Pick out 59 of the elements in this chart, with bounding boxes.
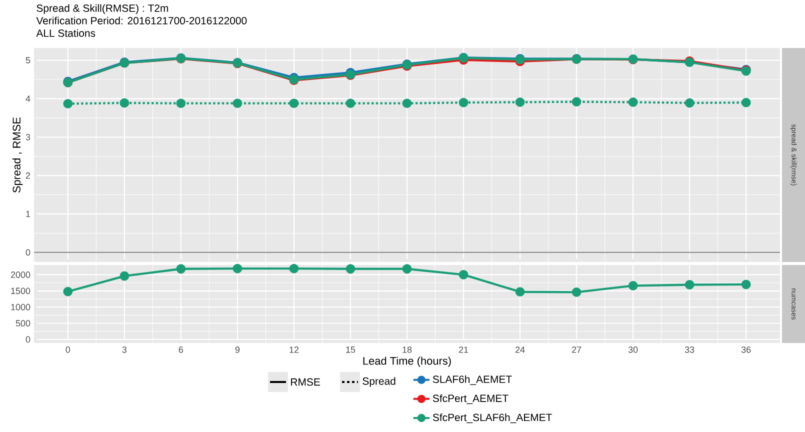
point <box>515 97 525 107</box>
point <box>346 264 356 274</box>
x-tick-label: 33 <box>684 346 694 353</box>
point <box>346 98 356 108</box>
point <box>176 98 186 108</box>
y-tick-label: 5 <box>26 57 30 64</box>
point <box>628 281 638 290</box>
y-tick-label: 2 <box>26 172 30 179</box>
point <box>628 97 638 107</box>
point <box>572 97 582 106</box>
point <box>402 264 412 274</box>
y-tick-label: 3 <box>26 134 30 140</box>
point <box>176 264 186 274</box>
x-tick-label: 30 <box>628 346 638 353</box>
y-tick-label: 0 <box>26 336 30 343</box>
chart-title: Spread & Skill(RMSE) : T2m <box>36 4 168 14</box>
x-tick-label: 6 <box>178 346 184 353</box>
point <box>63 99 73 108</box>
x-tick-label: 36 <box>741 346 751 353</box>
point <box>232 264 242 274</box>
x-tick-label: 12 <box>290 346 299 353</box>
legend-label: SLAF6h_AEMET <box>432 375 512 385</box>
y-axis-title: Spread , RMSE <box>12 117 23 193</box>
y-tick-label: 1 <box>26 210 30 218</box>
point <box>63 286 73 296</box>
point <box>120 98 130 108</box>
point <box>684 280 694 290</box>
point <box>572 287 582 297</box>
y-tick-label: 0 <box>26 249 30 256</box>
x-tick-label: 18 <box>402 346 412 353</box>
x-tick-label: 21 <box>458 346 468 353</box>
point <box>741 280 751 290</box>
point <box>120 271 130 281</box>
point <box>515 287 525 297</box>
point <box>289 98 299 108</box>
text: RMSE <box>291 378 320 386</box>
y-tick-label: 1000 <box>11 304 30 310</box>
legend-label: SfcPert_AEMET <box>432 394 508 404</box>
point <box>458 270 468 280</box>
y-tick-label: 4 <box>26 96 30 102</box>
x-tick-label: 24 <box>516 346 525 353</box>
y-tick-label: 500 <box>16 320 30 326</box>
point <box>289 264 299 274</box>
x-tick-label: 0 <box>66 346 70 353</box>
x-tick-label: 15 <box>346 346 356 353</box>
x-axis-title: Lead Time (hours) <box>363 356 451 367</box>
point <box>402 98 412 108</box>
point <box>458 98 468 108</box>
chart-subtitle: Verification Period: 2016121700-2016122000 ALL Stations <box>36 16 247 37</box>
point <box>684 98 694 108</box>
x-tick-label: 27 <box>572 346 582 353</box>
x-tick-label: 9 <box>235 346 240 353</box>
legend-label: SfcPert_SLAF6h_AEMET <box>432 413 552 424</box>
point <box>232 98 242 108</box>
x-tick-label: 3 <box>122 346 127 353</box>
y-tick-label: 2000 <box>10 272 30 278</box>
text: Spread <box>362 377 396 387</box>
y-tick-label: 1500 <box>11 288 30 294</box>
point <box>741 98 751 108</box>
